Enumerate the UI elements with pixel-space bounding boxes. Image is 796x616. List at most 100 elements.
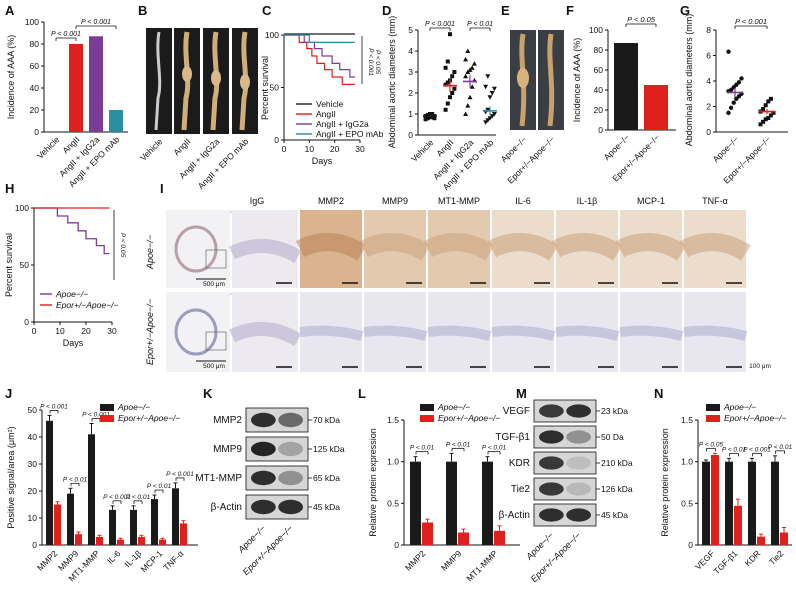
panel-g-point: [731, 100, 736, 105]
panel-j-pvalue-3: P < 0.001: [103, 494, 131, 504]
panel-label-J: J: [5, 386, 12, 401]
panel-j-y-label: Positive signal/area (μm²): [6, 426, 16, 528]
panel-m-kda-label-2: 210 kDa: [601, 458, 633, 468]
panel-i-scale-small: 100 μm: [749, 363, 771, 370]
panel-l-bar-0-1: [446, 461, 457, 545]
panel-i-stain-wall-1-5: [619, 325, 684, 341]
panel-i-column-label-1: MMP2: [318, 196, 344, 206]
panel-g-point: [766, 115, 771, 120]
panel-d-point: [483, 120, 489, 125]
panel-label-C: C: [262, 3, 272, 18]
panel-d-pvalue-2: P < 0.01: [467, 21, 493, 31]
y-tick-label: 0: [274, 135, 279, 145]
panel-d-point: [485, 74, 491, 79]
p-value-label: P < 0.01: [147, 483, 172, 490]
y-tick-label: 8: [706, 25, 711, 35]
p-value-label: P < 0.001: [743, 446, 771, 453]
panel-a-category-label-0: Vehicle: [35, 134, 62, 161]
panel-j-pvalue-0: P < 0.001: [40, 403, 68, 414]
panel-m-band-lane1-2: [538, 456, 564, 470]
panel-b-aneurysm-1: [182, 66, 192, 82]
panel-j-pvalue-6: P < 0.001: [166, 471, 194, 481]
panel-k-band-lane2-3: [278, 499, 304, 515]
panel-m-band-lane1-1: [538, 430, 564, 444]
panel-c-survival-curve-1: [284, 34, 355, 85]
panel-h-x-label: Days: [63, 338, 84, 348]
panel-i-scale-big-1: 500 μm: [203, 363, 225, 370]
panel-d-point: [491, 112, 497, 117]
panel-k-band-lane2-0: [278, 412, 304, 428]
panel-d-point: [469, 84, 475, 89]
panel-k-kda-label-2: 65 kDa: [313, 473, 340, 483]
panel-n-category-label-2: KDR: [743, 548, 763, 568]
panel-label-H: H: [5, 181, 14, 196]
panel-d-point: [467, 94, 473, 100]
y-tick-label: 1.0: [387, 457, 399, 467]
panel-a-bar-3: [109, 110, 123, 132]
panel-j-bar-1-0: [54, 504, 61, 545]
panel-m-band-lane2-0: [566, 404, 592, 418]
panel-i-zoom-box-0: [205, 249, 227, 269]
panel-h-x-tick-label: 30: [107, 326, 117, 336]
y-tick-label: 4: [706, 76, 711, 86]
panel-k-kda-label-3: 45 kDa: [313, 502, 340, 512]
panel-i-stain-wall-0-1: [359, 233, 431, 261]
panel-b-aorta-3: [239, 31, 249, 131]
panel-g-point: [726, 110, 731, 116]
p-value-label: P < 0.01: [410, 445, 435, 452]
panel-d-point: [428, 112, 432, 116]
panel-m-band-label-4: β-Actin: [499, 510, 530, 521]
panel-c-x-tick-label: 20: [330, 144, 340, 154]
p-value-label: P < 0.001: [166, 471, 194, 478]
panel-g-point: [768, 113, 773, 118]
y-tick-label: 80: [30, 39, 40, 49]
y-tick-label: 60: [594, 65, 604, 75]
panel-d-point: [445, 101, 450, 106]
panel-d-y-axis: 0 1 2 3 4 5: [408, 25, 419, 140]
panel-i-stain-wall-0-3: [487, 233, 559, 261]
p-value-label: P < 0.001: [40, 403, 68, 410]
y-tick-label: 100: [25, 17, 39, 27]
p-value-label: P < 0.05: [627, 15, 656, 24]
panel-l-bar-0-2: [482, 461, 493, 545]
y-tick-label: 50: [28, 405, 38, 415]
panel-i-stain-wall-0-2: [423, 233, 495, 261]
panel-d-point: [483, 84, 489, 90]
panel-g-point: [761, 107, 766, 112]
panel-k-band-label-2: MT1-MMP: [195, 473, 242, 484]
panel-h-pvalue: P < 0.05: [119, 233, 126, 258]
panel-m-band-lane1-0: [538, 404, 564, 418]
panel-n-legend-swatch-1: [706, 415, 720, 422]
y-tick-label: 1: [408, 109, 413, 119]
panel-k-band-lane1-1: [250, 441, 276, 457]
panel-j-bar-0-2: [88, 434, 95, 545]
panel-d-point: [465, 48, 471, 53]
panel-i-stain-wall-0-5: [615, 233, 687, 261]
panel-i-vessel-ring-0: [174, 225, 218, 273]
panel-i-column-label-3: MT1-MMP: [438, 196, 480, 206]
panel-d-point: [445, 59, 450, 64]
y-tick-label: 100: [15, 203, 29, 213]
y-tick-label: 0: [408, 130, 413, 140]
panel-n-pvalue-1: P < 0.01: [722, 446, 746, 457]
panel-k-lane-label-1: Epor+/−Apoe−/−: [241, 523, 295, 577]
panel-d-point: [443, 65, 448, 70]
panel-a-bar-2: [89, 36, 103, 132]
y-tick-label: 3: [408, 67, 413, 77]
panel-label-K: K: [203, 386, 213, 401]
panel-l-bar-0-0: [410, 461, 421, 545]
panel-n-bar-1-0: [711, 455, 719, 545]
panel-m-kda-label-1: 50 Da: [601, 432, 624, 442]
panel-l-legend-swatch-1: [420, 415, 434, 422]
panel-l-legend-label-1: Epor+/−Apoe−/−: [438, 413, 500, 423]
panel-i-stain-wall-1-1: [363, 325, 428, 341]
panel-k-band-lane1-2: [250, 470, 276, 486]
panel-d-point: [448, 95, 452, 100]
y-tick-label: 20: [594, 105, 604, 115]
panel-j-pvalue-1: P < 0.01: [63, 476, 87, 487]
p-value-label: P < 0.001: [103, 494, 131, 501]
panel-j-bar-1-5: [159, 539, 166, 545]
y-tick-label: 0: [32, 540, 37, 550]
panel-h-y-label: Percent survival: [4, 233, 14, 297]
panel-i-row-label-1: Epor+/−Apoe−/−: [145, 299, 155, 365]
